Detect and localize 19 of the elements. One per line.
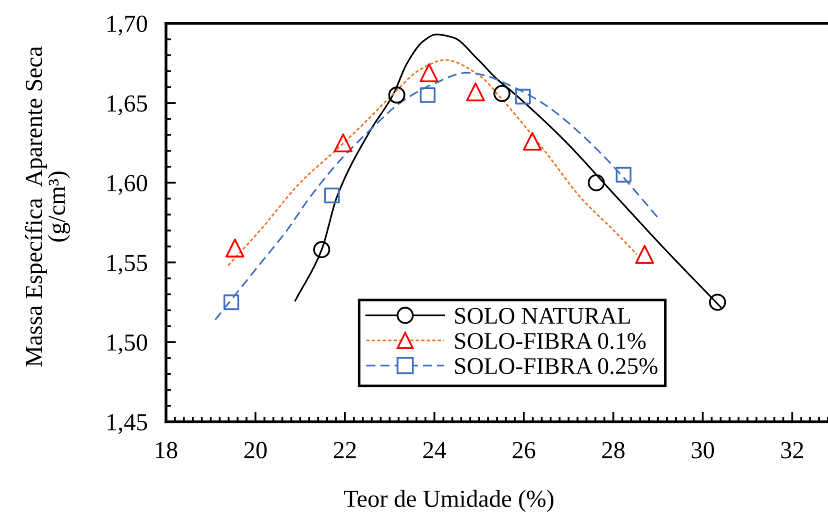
x-tick-label: 30 <box>692 442 714 458</box>
x-tick-label: 28 <box>602 442 625 458</box>
x-tick-label: 20 <box>244 442 267 458</box>
y-tick-label: 1,50 <box>108 334 148 354</box>
legend-label: SOLO-FIBRA 0.25% <box>455 358 658 374</box>
y-tick-label: 1,70 <box>108 16 148 36</box>
y-tick-label: 1,65 <box>108 95 148 116</box>
legend-label: SOLO-FIBRA 0.1% <box>455 333 646 350</box>
x-tick-label: 22 <box>334 442 356 458</box>
y-tick-label: 1,55 <box>108 254 148 275</box>
x-tick-label: 26 <box>512 442 536 458</box>
x-tick-label: 18 <box>156 442 178 458</box>
x-tick-label: 24 <box>423 442 446 458</box>
y-tick-label: 1,60 <box>108 174 148 195</box>
y-axis-title: Massa Específica Aparente Seca (g/cm³) <box>24 46 70 367</box>
x-axis-title: Teor de Umidade (%) <box>344 490 554 512</box>
legend-label: SOLO NATURAL <box>455 308 630 324</box>
y-tick-label: 1,45 <box>108 414 148 434</box>
x-tick-label: 32 <box>781 442 804 458</box>
